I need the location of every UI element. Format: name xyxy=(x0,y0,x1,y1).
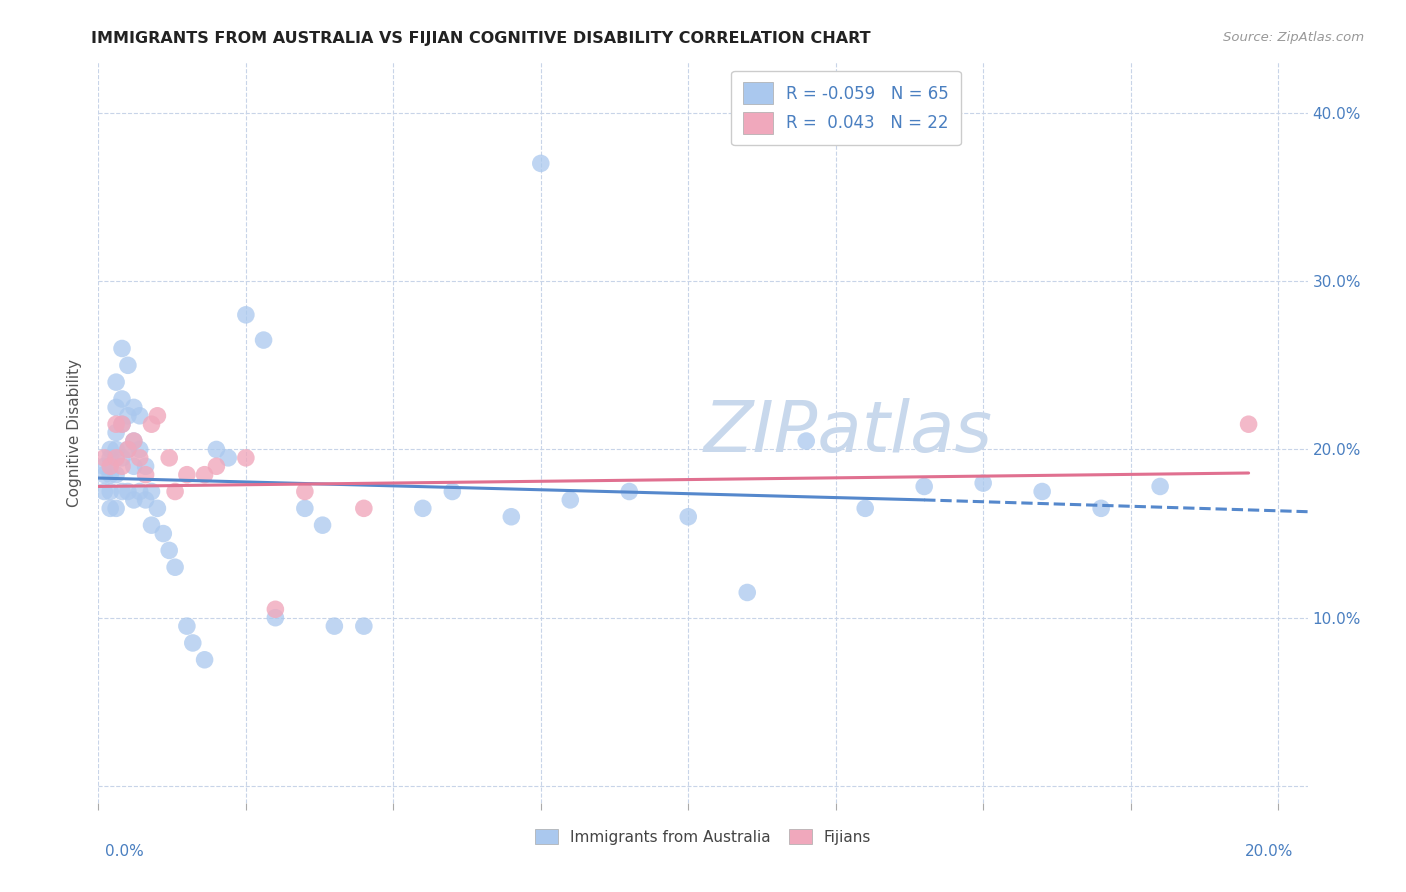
Point xyxy=(128,484,150,499)
Point xyxy=(165,484,187,499)
Point xyxy=(560,492,582,507)
Point xyxy=(311,518,333,533)
Point xyxy=(111,417,134,432)
Point xyxy=(135,492,157,507)
Point xyxy=(135,459,157,474)
Point xyxy=(235,450,257,465)
Y-axis label: Cognitive Disability: Cognitive Disability xyxy=(67,359,83,507)
Point xyxy=(105,450,128,465)
Point xyxy=(235,308,257,322)
Point xyxy=(93,459,115,474)
Point xyxy=(135,467,157,482)
Point xyxy=(678,509,700,524)
Point xyxy=(128,450,150,465)
Text: 20.0%: 20.0% xyxy=(1246,845,1294,859)
Point xyxy=(98,450,121,465)
Point xyxy=(194,467,217,482)
Point xyxy=(128,409,150,423)
Point xyxy=(1090,501,1112,516)
Point xyxy=(157,450,180,465)
Point xyxy=(181,636,204,650)
Point xyxy=(117,484,139,499)
Point xyxy=(128,442,150,457)
Point xyxy=(122,459,145,474)
Point xyxy=(117,442,139,457)
Point xyxy=(105,501,128,516)
Point xyxy=(294,484,316,499)
Point xyxy=(441,484,464,499)
Point xyxy=(146,409,169,423)
Point xyxy=(176,619,198,633)
Point xyxy=(353,501,375,516)
Text: ZIPatlas: ZIPatlas xyxy=(703,398,993,467)
Point xyxy=(252,333,274,347)
Point xyxy=(141,484,163,499)
Point xyxy=(122,434,145,448)
Point xyxy=(122,434,145,448)
Point xyxy=(111,484,134,499)
Point xyxy=(165,560,187,574)
Point xyxy=(794,434,817,448)
Point xyxy=(105,417,128,432)
Point xyxy=(93,450,115,465)
Point xyxy=(98,467,121,482)
Point xyxy=(105,401,128,415)
Text: IMMIGRANTS FROM AUSTRALIA VS FIJIAN COGNITIVE DISABILITY CORRELATION CHART: IMMIGRANTS FROM AUSTRALIA VS FIJIAN COGN… xyxy=(91,31,870,46)
Point xyxy=(412,501,434,516)
Point xyxy=(105,467,128,482)
Point xyxy=(294,501,316,516)
Point xyxy=(98,484,121,499)
Point xyxy=(117,409,139,423)
Point xyxy=(98,442,121,457)
Point xyxy=(111,459,134,474)
Text: 0.0%: 0.0% xyxy=(105,845,145,859)
Point xyxy=(619,484,641,499)
Point xyxy=(93,484,115,499)
Point xyxy=(141,417,163,432)
Point xyxy=(176,467,198,482)
Point xyxy=(353,619,375,633)
Point xyxy=(117,442,139,457)
Point xyxy=(105,425,128,440)
Point xyxy=(972,476,994,491)
Point xyxy=(1031,484,1053,499)
Point xyxy=(1237,417,1260,432)
Point xyxy=(122,401,145,415)
Legend: Immigrants from Australia, Fijians: Immigrants from Australia, Fijians xyxy=(529,822,877,851)
Point xyxy=(111,450,134,465)
Point xyxy=(111,392,134,406)
Point xyxy=(217,450,239,465)
Point xyxy=(98,501,121,516)
Point xyxy=(530,156,553,170)
Point xyxy=(205,459,228,474)
Point xyxy=(264,602,287,616)
Point xyxy=(141,518,163,533)
Point xyxy=(98,459,121,474)
Point xyxy=(157,543,180,558)
Point xyxy=(912,479,935,493)
Point xyxy=(323,619,346,633)
Point xyxy=(93,467,115,482)
Text: Source: ZipAtlas.com: Source: ZipAtlas.com xyxy=(1223,31,1364,45)
Point xyxy=(152,526,174,541)
Point xyxy=(264,610,287,624)
Point xyxy=(105,442,128,457)
Point xyxy=(1149,479,1171,493)
Point xyxy=(501,509,523,524)
Point xyxy=(194,653,217,667)
Point xyxy=(146,501,169,516)
Point xyxy=(122,492,145,507)
Point xyxy=(111,342,134,356)
Point xyxy=(735,585,758,599)
Point xyxy=(205,442,228,457)
Point xyxy=(111,417,134,432)
Point xyxy=(853,501,876,516)
Point xyxy=(117,359,139,373)
Point xyxy=(105,375,128,389)
